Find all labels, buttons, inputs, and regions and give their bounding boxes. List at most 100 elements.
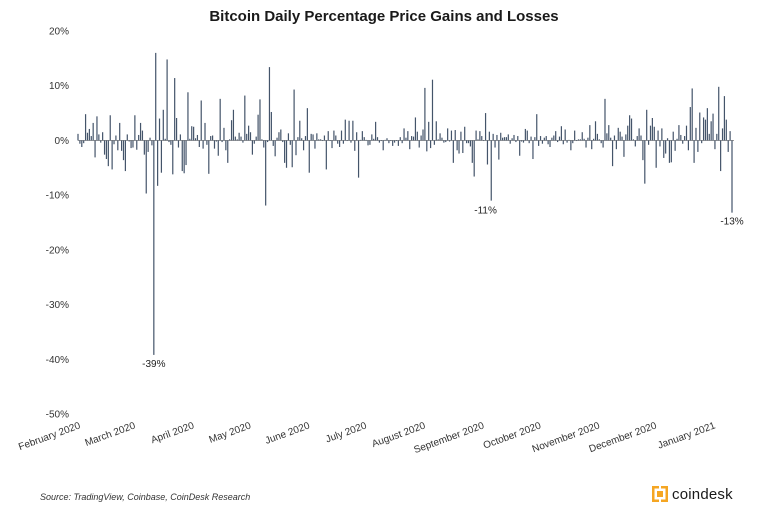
bar	[266, 140, 269, 143]
bar	[511, 138, 513, 141]
bar	[672, 131, 674, 141]
bar	[284, 140, 286, 163]
bar	[401, 140, 403, 144]
bar	[276, 137, 278, 141]
bar	[373, 138, 375, 141]
bar	[375, 121, 377, 141]
coindesk-logo: coindesk	[652, 484, 733, 504]
bar	[208, 140, 210, 174]
bar	[386, 138, 388, 141]
bar	[526, 130, 528, 141]
y-tick-label: 20%	[49, 27, 69, 38]
bar	[352, 120, 354, 141]
bar	[731, 140, 733, 213]
bar	[232, 109, 235, 141]
bar	[268, 67, 271, 141]
bar	[538, 140, 540, 146]
bar	[435, 121, 437, 141]
bar-series	[77, 52, 733, 355]
bar	[477, 139, 479, 141]
bar	[348, 120, 350, 141]
bar	[610, 137, 612, 141]
bar	[210, 136, 212, 141]
bar	[572, 140, 574, 144]
bar	[458, 140, 460, 154]
bar	[121, 140, 123, 151]
bar	[320, 139, 322, 141]
bar	[557, 140, 559, 143]
bar	[577, 139, 580, 141]
bar	[240, 136, 242, 141]
bar	[729, 131, 731, 141]
bar	[225, 140, 227, 151]
bar	[92, 122, 94, 141]
bar	[566, 140, 568, 143]
bar	[524, 128, 526, 141]
bar	[519, 140, 521, 156]
bar	[448, 140, 451, 142]
y-axis: 20% 10% 0% -10% -20% -30% -40% -50%	[46, 27, 734, 421]
bar	[659, 140, 661, 147]
bar	[562, 140, 564, 145]
bar	[302, 140, 305, 151]
bar	[484, 113, 487, 141]
bar	[204, 122, 206, 141]
data-label: -13%	[720, 217, 743, 228]
bar	[553, 135, 555, 141]
bar	[611, 140, 614, 167]
bar	[644, 140, 646, 184]
bar	[179, 134, 181, 141]
bar	[488, 131, 490, 141]
bar	[367, 140, 369, 146]
bar	[280, 129, 282, 141]
bar	[285, 140, 288, 168]
bar	[168, 140, 170, 143]
bar	[274, 140, 276, 157]
bar	[365, 139, 367, 141]
bar	[88, 128, 90, 141]
bar	[693, 140, 695, 163]
bar	[528, 140, 530, 144]
bar-chart: 20% 10% 0% -10% -20% -30% -40% -50% February 20…	[17, 27, 744, 457]
bar	[481, 136, 483, 141]
bar	[295, 140, 297, 156]
bar	[382, 140, 384, 151]
x-tick-label: January 2021	[656, 420, 717, 451]
bar	[337, 140, 339, 144]
bar	[721, 128, 724, 141]
bar	[585, 140, 587, 148]
bar	[175, 118, 178, 141]
bar	[183, 140, 185, 174]
bar	[600, 140, 602, 144]
bar	[230, 120, 233, 141]
bar	[699, 112, 701, 141]
bar	[223, 127, 225, 141]
bar	[134, 115, 136, 141]
bar	[412, 136, 415, 141]
bar	[251, 140, 253, 155]
bar	[575, 140, 578, 142]
bar	[701, 140, 703, 144]
bar	[342, 140, 344, 144]
bar	[539, 136, 542, 141]
bar	[155, 52, 157, 141]
coindesk-logo-icon	[652, 486, 668, 502]
bar	[632, 139, 635, 141]
bar	[200, 100, 202, 141]
bar	[568, 139, 570, 141]
bar	[498, 140, 500, 160]
bar	[431, 79, 434, 141]
x-tick-label: May 2020	[208, 420, 253, 446]
bar	[596, 133, 599, 141]
bar	[363, 137, 365, 141]
bar	[86, 132, 89, 141]
bar	[714, 140, 716, 150]
bar	[246, 133, 248, 141]
x-axis: February 2020 March 2020 April 2020 May 202…	[17, 420, 717, 456]
chart-title: Bitcoin Daily Percentage Price Gains and…	[209, 8, 559, 25]
bar	[687, 140, 689, 151]
bar	[145, 140, 147, 194]
bar	[479, 131, 481, 141]
bar	[411, 136, 413, 141]
bar	[638, 128, 640, 141]
